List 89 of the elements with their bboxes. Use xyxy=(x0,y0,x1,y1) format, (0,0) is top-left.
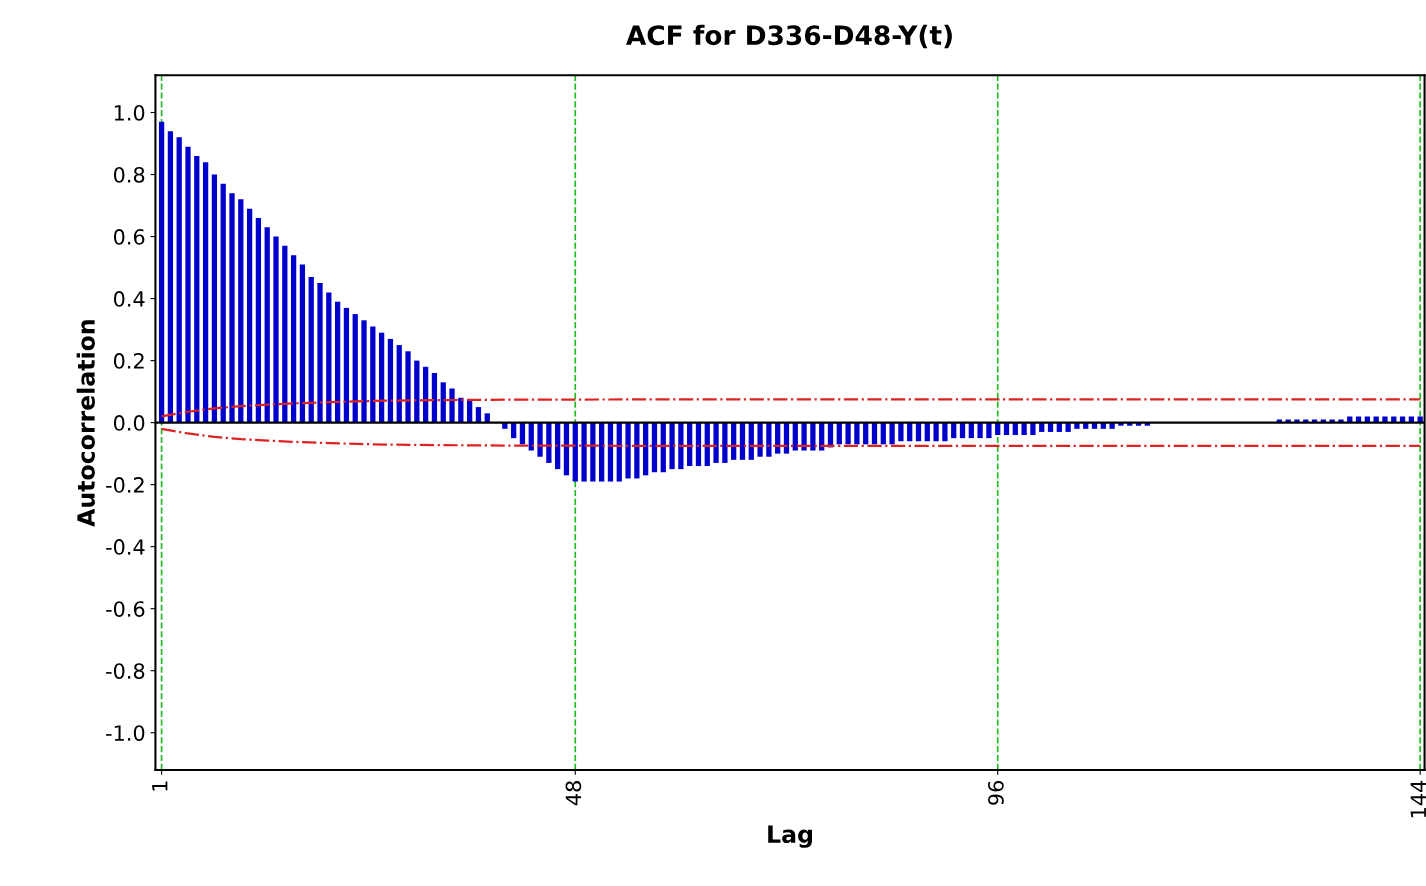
bar xyxy=(387,338,394,423)
bar xyxy=(942,422,948,442)
y-tick-label: -0.4 xyxy=(106,539,145,555)
bar xyxy=(246,208,253,423)
bar xyxy=(739,422,746,460)
bar xyxy=(986,422,992,439)
bar xyxy=(1030,422,1036,436)
bar xyxy=(440,382,446,423)
x-tick-label: 1 xyxy=(152,781,168,791)
bar xyxy=(651,422,658,473)
bar xyxy=(669,422,675,470)
bar xyxy=(643,422,649,476)
bar xyxy=(581,422,587,482)
bar xyxy=(599,422,605,482)
y-axis-title: Autocorrelation xyxy=(76,320,95,527)
bar xyxy=(378,332,385,423)
bar xyxy=(308,276,314,423)
bar xyxy=(317,283,323,423)
bar xyxy=(1021,422,1027,436)
x-tick-label: 96 xyxy=(988,780,1004,805)
bar xyxy=(607,422,614,482)
bar xyxy=(264,227,270,423)
bar xyxy=(238,199,244,423)
bar xyxy=(176,137,182,423)
line-series xyxy=(160,427,1422,447)
bar xyxy=(898,422,904,442)
bar xyxy=(810,422,816,451)
bar xyxy=(255,217,262,423)
bar xyxy=(792,422,798,451)
bar xyxy=(713,422,719,463)
bar xyxy=(299,264,306,423)
bar xyxy=(422,366,429,423)
bar xyxy=(229,193,235,423)
x-axis-title: Lag xyxy=(768,825,812,848)
y-tick-label: 0.8 xyxy=(113,166,145,183)
bar xyxy=(590,422,596,482)
bar xyxy=(167,131,174,423)
bar xyxy=(634,422,640,479)
y-tick-label: -0.8 xyxy=(106,663,145,679)
bar xyxy=(396,345,402,423)
bar xyxy=(1065,422,1071,432)
x-tick-label: 48 xyxy=(565,781,582,806)
y-tick-label: 0.2 xyxy=(113,353,144,369)
y-tick-label: 0.0 xyxy=(113,415,145,431)
bar xyxy=(854,422,860,445)
bar xyxy=(326,292,332,423)
bar xyxy=(722,422,728,463)
bar xyxy=(194,155,200,423)
bar xyxy=(484,413,490,423)
bar xyxy=(449,388,455,423)
bar xyxy=(475,407,482,423)
x-tick-label: 144 xyxy=(1410,780,1426,818)
bar xyxy=(431,373,438,423)
bar xyxy=(220,183,226,423)
bar xyxy=(370,326,376,423)
bar xyxy=(625,422,631,479)
bar xyxy=(678,422,684,470)
bar xyxy=(343,307,350,423)
bar xyxy=(158,121,165,423)
bar xyxy=(889,422,895,445)
bar xyxy=(933,422,939,442)
bar xyxy=(185,146,191,423)
bar xyxy=(202,162,209,423)
bar xyxy=(282,245,288,423)
y-tick-label: 0.4 xyxy=(113,291,145,307)
bar xyxy=(572,422,578,482)
y-tick-label: -0.6 xyxy=(106,601,145,617)
y-tick-label: 0.6 xyxy=(113,229,145,245)
bar xyxy=(290,255,297,423)
y-tick-label: 1.0 xyxy=(114,104,145,121)
bar xyxy=(211,174,218,423)
chart-title: ACF for D336-D48-Y(t) xyxy=(625,24,952,49)
y-tick-label: -0.2 xyxy=(106,477,144,493)
bar xyxy=(766,422,772,457)
bar xyxy=(361,320,367,423)
bar xyxy=(977,422,983,439)
line-series xyxy=(160,398,1422,418)
bar xyxy=(467,400,473,423)
bar xyxy=(695,422,702,467)
y-tick-label: -1.0 xyxy=(106,725,145,741)
bar xyxy=(334,301,341,423)
bar xyxy=(273,236,279,423)
bar xyxy=(757,422,763,457)
bar xyxy=(537,422,543,457)
bar xyxy=(352,314,358,423)
bar xyxy=(845,422,851,445)
bar xyxy=(405,351,411,423)
bar xyxy=(616,422,622,482)
bar xyxy=(414,360,420,423)
